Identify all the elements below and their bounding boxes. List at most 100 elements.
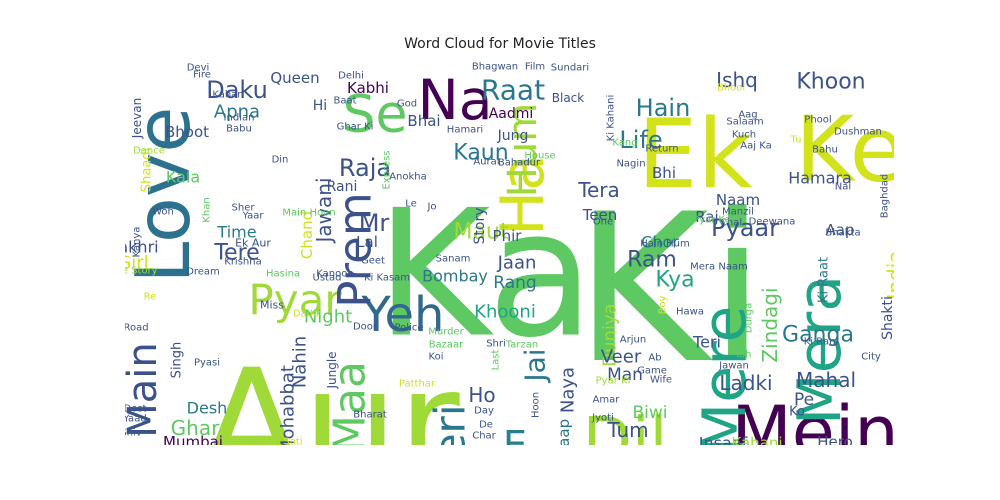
word-mere: Mere	[690, 306, 760, 445]
word-kaun: Kaun	[453, 141, 508, 166]
word-khooni: Khooni	[474, 302, 536, 323]
word-bhakta: Bhakta	[825, 228, 860, 239]
word-ladki: Ladki	[719, 371, 772, 395]
word-woh: Woh	[152, 207, 174, 218]
word-re: Re	[144, 292, 157, 303]
word-ram: Ram	[627, 248, 677, 273]
word-bhagwan: Bhagwan	[472, 62, 518, 73]
word-yaad: Yaad	[125, 414, 147, 425]
word-kabhi: Kabhi	[347, 79, 389, 97]
word-khan: Khan	[202, 197, 213, 222]
word-wife: Wife	[650, 375, 672, 386]
word-tu: Tu	[790, 135, 802, 146]
word-raja: Raja	[339, 154, 391, 182]
word-aaj-ka: Aaj Ka	[740, 141, 771, 152]
chart-title: Word Cloud for Movie Titles	[404, 36, 596, 52]
word-sati: Sati	[283, 437, 302, 446]
word-house: House	[524, 151, 555, 162]
word-nahin: Nahin	[290, 336, 311, 388]
word-kang: Kang	[612, 138, 637, 149]
word-tum: Tum	[606, 418, 648, 442]
word-kahani: Kahani	[731, 434, 782, 445]
word-ustad: Ustad	[313, 273, 342, 284]
word-game: Game	[637, 366, 667, 377]
word-pyar-ki: Pyar Ki	[596, 376, 631, 387]
word-tere: Tere	[213, 241, 259, 266]
word-khoon: Khoon	[796, 70, 865, 95]
word-de: De	[479, 420, 493, 431]
word-chal: Chal	[720, 218, 742, 229]
word-hasina: Hasina	[266, 269, 300, 280]
word-ho: Ho	[468, 383, 495, 407]
word-hoon: Hoon	[531, 392, 542, 418]
word-rani: Rani	[327, 179, 358, 195]
word-mahal: Mahal	[796, 368, 856, 392]
word-ghar: Ghar	[171, 416, 220, 440]
word-ek-aur: Ek Aur	[235, 237, 271, 250]
word-bharat: Bharat	[353, 410, 387, 421]
word-aap: Aap	[826, 221, 855, 239]
word-dil: Dil	[583, 405, 668, 445]
word-one: One	[593, 217, 613, 228]
word-jungle: Jungle	[325, 351, 339, 389]
word-salaam: Salaam	[726, 117, 763, 128]
word-naya: Naya	[558, 367, 579, 413]
word-desh: Desh	[187, 399, 228, 418]
word-babu: Babu	[226, 124, 252, 135]
word-kuch: Kuch	[732, 130, 756, 141]
word-shakti: Shakti	[880, 296, 894, 340]
word-lal: Lal	[356, 233, 378, 251]
word-prem: Prem	[329, 192, 382, 307]
word-daku: Daku	[206, 76, 268, 104]
word-jo: Jo	[426, 202, 436, 213]
word-jyoti: Jyoti	[591, 413, 614, 424]
word-love-story: Love Story	[125, 266, 158, 277]
word-maa: Maa	[325, 361, 376, 445]
word-dushman: Dushman	[834, 127, 882, 138]
word-bhai: Bhai	[407, 112, 440, 130]
word-ke: Ke	[795, 98, 894, 203]
word-mr: Mr	[359, 209, 390, 237]
word-ganga: Ganga	[782, 323, 854, 348]
word-jawan: Jawan	[718, 361, 749, 372]
word-dada: Dada	[293, 309, 319, 320]
word-anokha: Anokha	[389, 172, 427, 183]
word-mein: Mein	[731, 391, 894, 445]
word-aurat: Aurat	[473, 157, 500, 168]
word-phir: Phir	[493, 227, 523, 245]
word-veer: Veer	[601, 347, 642, 368]
word-le: Le	[405, 199, 417, 210]
word-mera-naam: Mera Naam	[690, 262, 748, 273]
word-e: E	[503, 423, 527, 445]
word-hero: Hero	[817, 433, 853, 445]
word-hain-hum: Hain Hum	[640, 239, 690, 250]
word-mumbai: Mumbai	[163, 433, 223, 445]
word-return: Return	[645, 144, 678, 155]
word-biwi: Biwi	[632, 403, 667, 423]
word-apna: Apna	[214, 102, 260, 123]
word-ha: Ha	[488, 154, 558, 236]
word-rang: Rang	[493, 273, 536, 293]
word-bazaar: Bazaar	[429, 340, 464, 351]
word-dost: Dost	[125, 404, 147, 415]
word-dream: Dream	[186, 267, 220, 278]
word-express: Express	[382, 150, 393, 189]
word-raat: Raat	[481, 74, 545, 107]
word-devi: Devi	[187, 63, 210, 74]
word-delhi: Delhi	[338, 71, 364, 82]
word-nagin: Nagin	[616, 159, 645, 170]
word-baghdad: Baghdad	[880, 174, 891, 219]
word-ab: Ab	[648, 353, 661, 364]
word-sher: Sher	[232, 203, 256, 214]
word-ki-raat: Ki Raat	[817, 257, 832, 303]
word-yeh: Yeh	[361, 287, 445, 343]
word-aag: Aag	[738, 110, 757, 121]
word-singh: Singh	[170, 342, 185, 379]
word-queen: Queen	[270, 69, 319, 87]
word-ishq: Ishq	[716, 68, 758, 92]
word-kanya: Kanya	[132, 227, 143, 258]
word-last: Last	[491, 350, 502, 371]
word-road: Road	[125, 323, 149, 334]
word-manzil: Manzil	[722, 207, 754, 218]
word-day: Day	[474, 406, 494, 417]
